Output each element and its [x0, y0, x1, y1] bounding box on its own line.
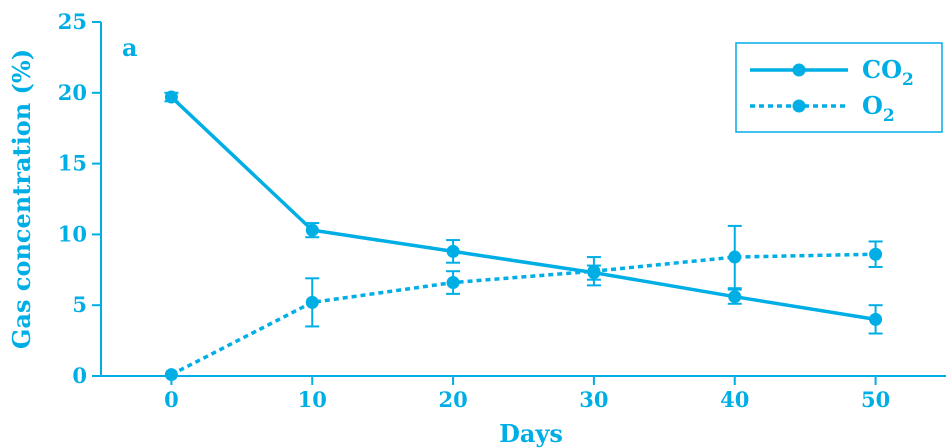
- co2-point: [728, 290, 742, 304]
- x-tick-label: 0: [164, 387, 179, 412]
- co2-point: [164, 90, 178, 104]
- y-tick-label: 20: [58, 80, 87, 105]
- legend-o2-label: O2: [862, 91, 895, 126]
- legend-co2-label: CO2: [862, 55, 914, 90]
- tick-layer: 0 5 10 15 20 25 0 10 20 30 40 50: [58, 9, 890, 412]
- x-tick-label: 30: [579, 387, 608, 412]
- axes: [100, 22, 946, 377]
- o2-point: [446, 276, 460, 290]
- legend-co2-marker: [792, 63, 806, 77]
- x-tick-label: 10: [298, 387, 327, 412]
- x-axis-title: Days: [499, 419, 563, 448]
- o2-point: [728, 250, 742, 264]
- plot-layer: [164, 90, 883, 382]
- y-tick-label: 15: [58, 151, 87, 176]
- x-tick-label: 50: [861, 387, 890, 412]
- x-tick-label: 40: [720, 387, 749, 412]
- co2-point: [305, 223, 319, 237]
- legend-o2-marker: [792, 99, 806, 113]
- y-axis-title: Gas concentration (%): [7, 49, 36, 349]
- o2-point: [305, 295, 319, 309]
- legend-box: [735, 42, 943, 133]
- co2-series-line: [170, 95, 876, 322]
- o2-point: [587, 264, 601, 278]
- y-tick-label: 5: [72, 292, 87, 317]
- y-tick-label: 0: [72, 363, 87, 388]
- y-tick-label: 10: [58, 221, 87, 246]
- o2-point: [164, 368, 178, 382]
- o2-point: [869, 247, 883, 261]
- x-tick-label: 20: [438, 387, 467, 412]
- panel-label: a: [122, 33, 138, 62]
- o2-series-line: [170, 252, 876, 377]
- co2-point: [869, 312, 883, 326]
- y-tick-label: 25: [58, 9, 87, 34]
- co2-point: [446, 244, 460, 258]
